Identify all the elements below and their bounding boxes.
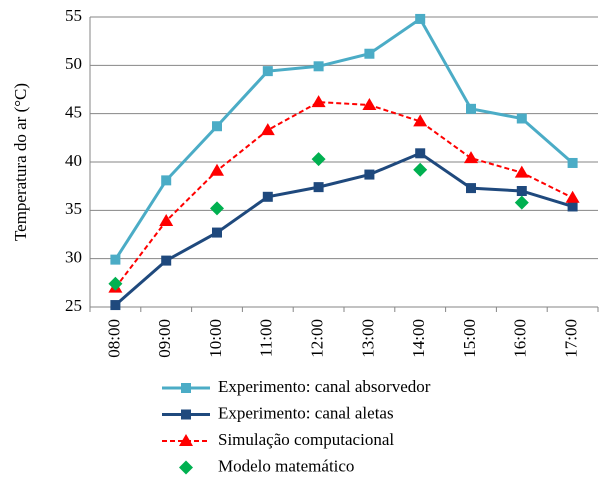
marker [311,95,326,108]
marker [262,191,273,202]
x-tick-label: 17:00 [562,319,581,358]
x-tick-label: 11:00 [257,319,276,357]
marker [364,48,375,59]
x-tick-label: 10:00 [206,319,225,358]
marker [311,152,326,167]
legend-marker [181,383,191,393]
y-tick-label: 55 [65,6,82,25]
marker [567,157,578,168]
marker [516,113,527,124]
marker [464,151,478,164]
series-line [114,151,574,307]
marker [161,255,172,266]
marker [262,66,273,77]
marker [466,103,476,114]
y-tick-label: 30 [65,248,82,267]
marker [514,195,529,210]
y-axis-label: Temperatura do ar (°C) [11,83,30,241]
marker [565,190,580,203]
marker [413,162,428,177]
marker [210,201,224,216]
marker [514,165,529,178]
marker [260,123,275,136]
y-tick-label: 50 [65,54,82,73]
x-tick-label: 08:00 [104,319,123,358]
legend-marker [179,460,193,475]
marker [159,213,174,226]
marker [212,227,222,238]
x-tick-label: 16:00 [511,319,530,358]
marker [110,254,121,265]
x-tick-label: 14:00 [409,319,428,358]
marker [516,186,527,196]
legend-label: Experimento: canal aletas [218,403,394,422]
x-tick-label: 12:00 [308,319,327,358]
marker [108,276,123,291]
marker [415,148,426,159]
marker [466,183,476,194]
marker [210,163,224,176]
series-line [114,101,574,289]
series-line [114,16,574,261]
legend-marker [181,409,191,420]
legend-marker [179,434,193,446]
legend-label: Modelo matemático [218,456,354,475]
marker [567,201,578,212]
marker [313,61,324,72]
marker [362,97,377,110]
y-tick-label: 25 [65,296,82,315]
y-tick-label: 35 [65,199,82,218]
marker [415,13,426,24]
marker [110,300,121,311]
marker [313,182,324,193]
marker [364,169,375,180]
marker [212,121,222,132]
legend-label: Experimento: canal absorvedor [218,377,431,396]
x-tick-label: 09:00 [155,319,174,358]
x-tick-label: 13:00 [358,319,377,358]
y-tick-label: 40 [65,151,82,170]
x-tick-label: 15:00 [460,319,479,358]
legend-label: Simulação computacional [218,430,394,449]
marker [161,175,172,186]
marker [413,114,428,127]
y-tick-label: 45 [65,103,82,122]
